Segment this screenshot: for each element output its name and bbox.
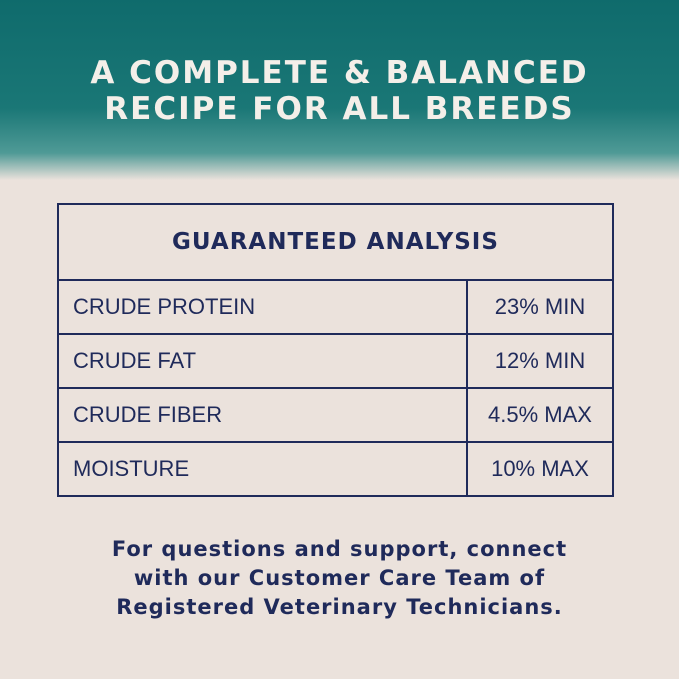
table-row: CRUDE PROTEIN 23% MIN [57, 279, 614, 335]
nutrient-name: CRUDE FAT [57, 333, 468, 389]
nutrient-value: 10% MAX [466, 441, 614, 497]
guaranteed-analysis-table: GUARANTEED ANALYSIS CRUDE PROTEIN 23% MIN… [57, 203, 614, 497]
nutrient-value: 4.5% MAX [466, 387, 614, 443]
table-row: CRUDE FAT 12% MIN [57, 333, 614, 389]
support-line: with our Customer Care Team of [133, 566, 546, 590]
support-line: For questions and support, connect [111, 537, 568, 561]
table-row: CRUDE FIBER 4.5% MAX [57, 387, 614, 443]
table-row: MOISTURE 10% MAX [57, 441, 614, 497]
support-note: For questions and support, connect with … [0, 535, 679, 622]
nutrient-value: 23% MIN [466, 279, 614, 335]
nutrient-value: 12% MIN [466, 333, 614, 389]
nutrient-name: MOISTURE [57, 441, 468, 497]
headline: A COMPLETE & BALANCED RECIPE FOR ALL BRE… [0, 55, 679, 127]
teal-brush-banner [0, 0, 679, 180]
headline-line: RECIPE FOR ALL BREEDS [104, 91, 575, 127]
table-header: GUARANTEED ANALYSIS [57, 203, 614, 281]
headline-line: A COMPLETE & BALANCED [90, 55, 589, 91]
nutrient-name: CRUDE PROTEIN [57, 279, 468, 335]
nutrient-name: CRUDE FIBER [57, 387, 468, 443]
support-line: Registered Veterinary Technicians. [116, 595, 563, 619]
